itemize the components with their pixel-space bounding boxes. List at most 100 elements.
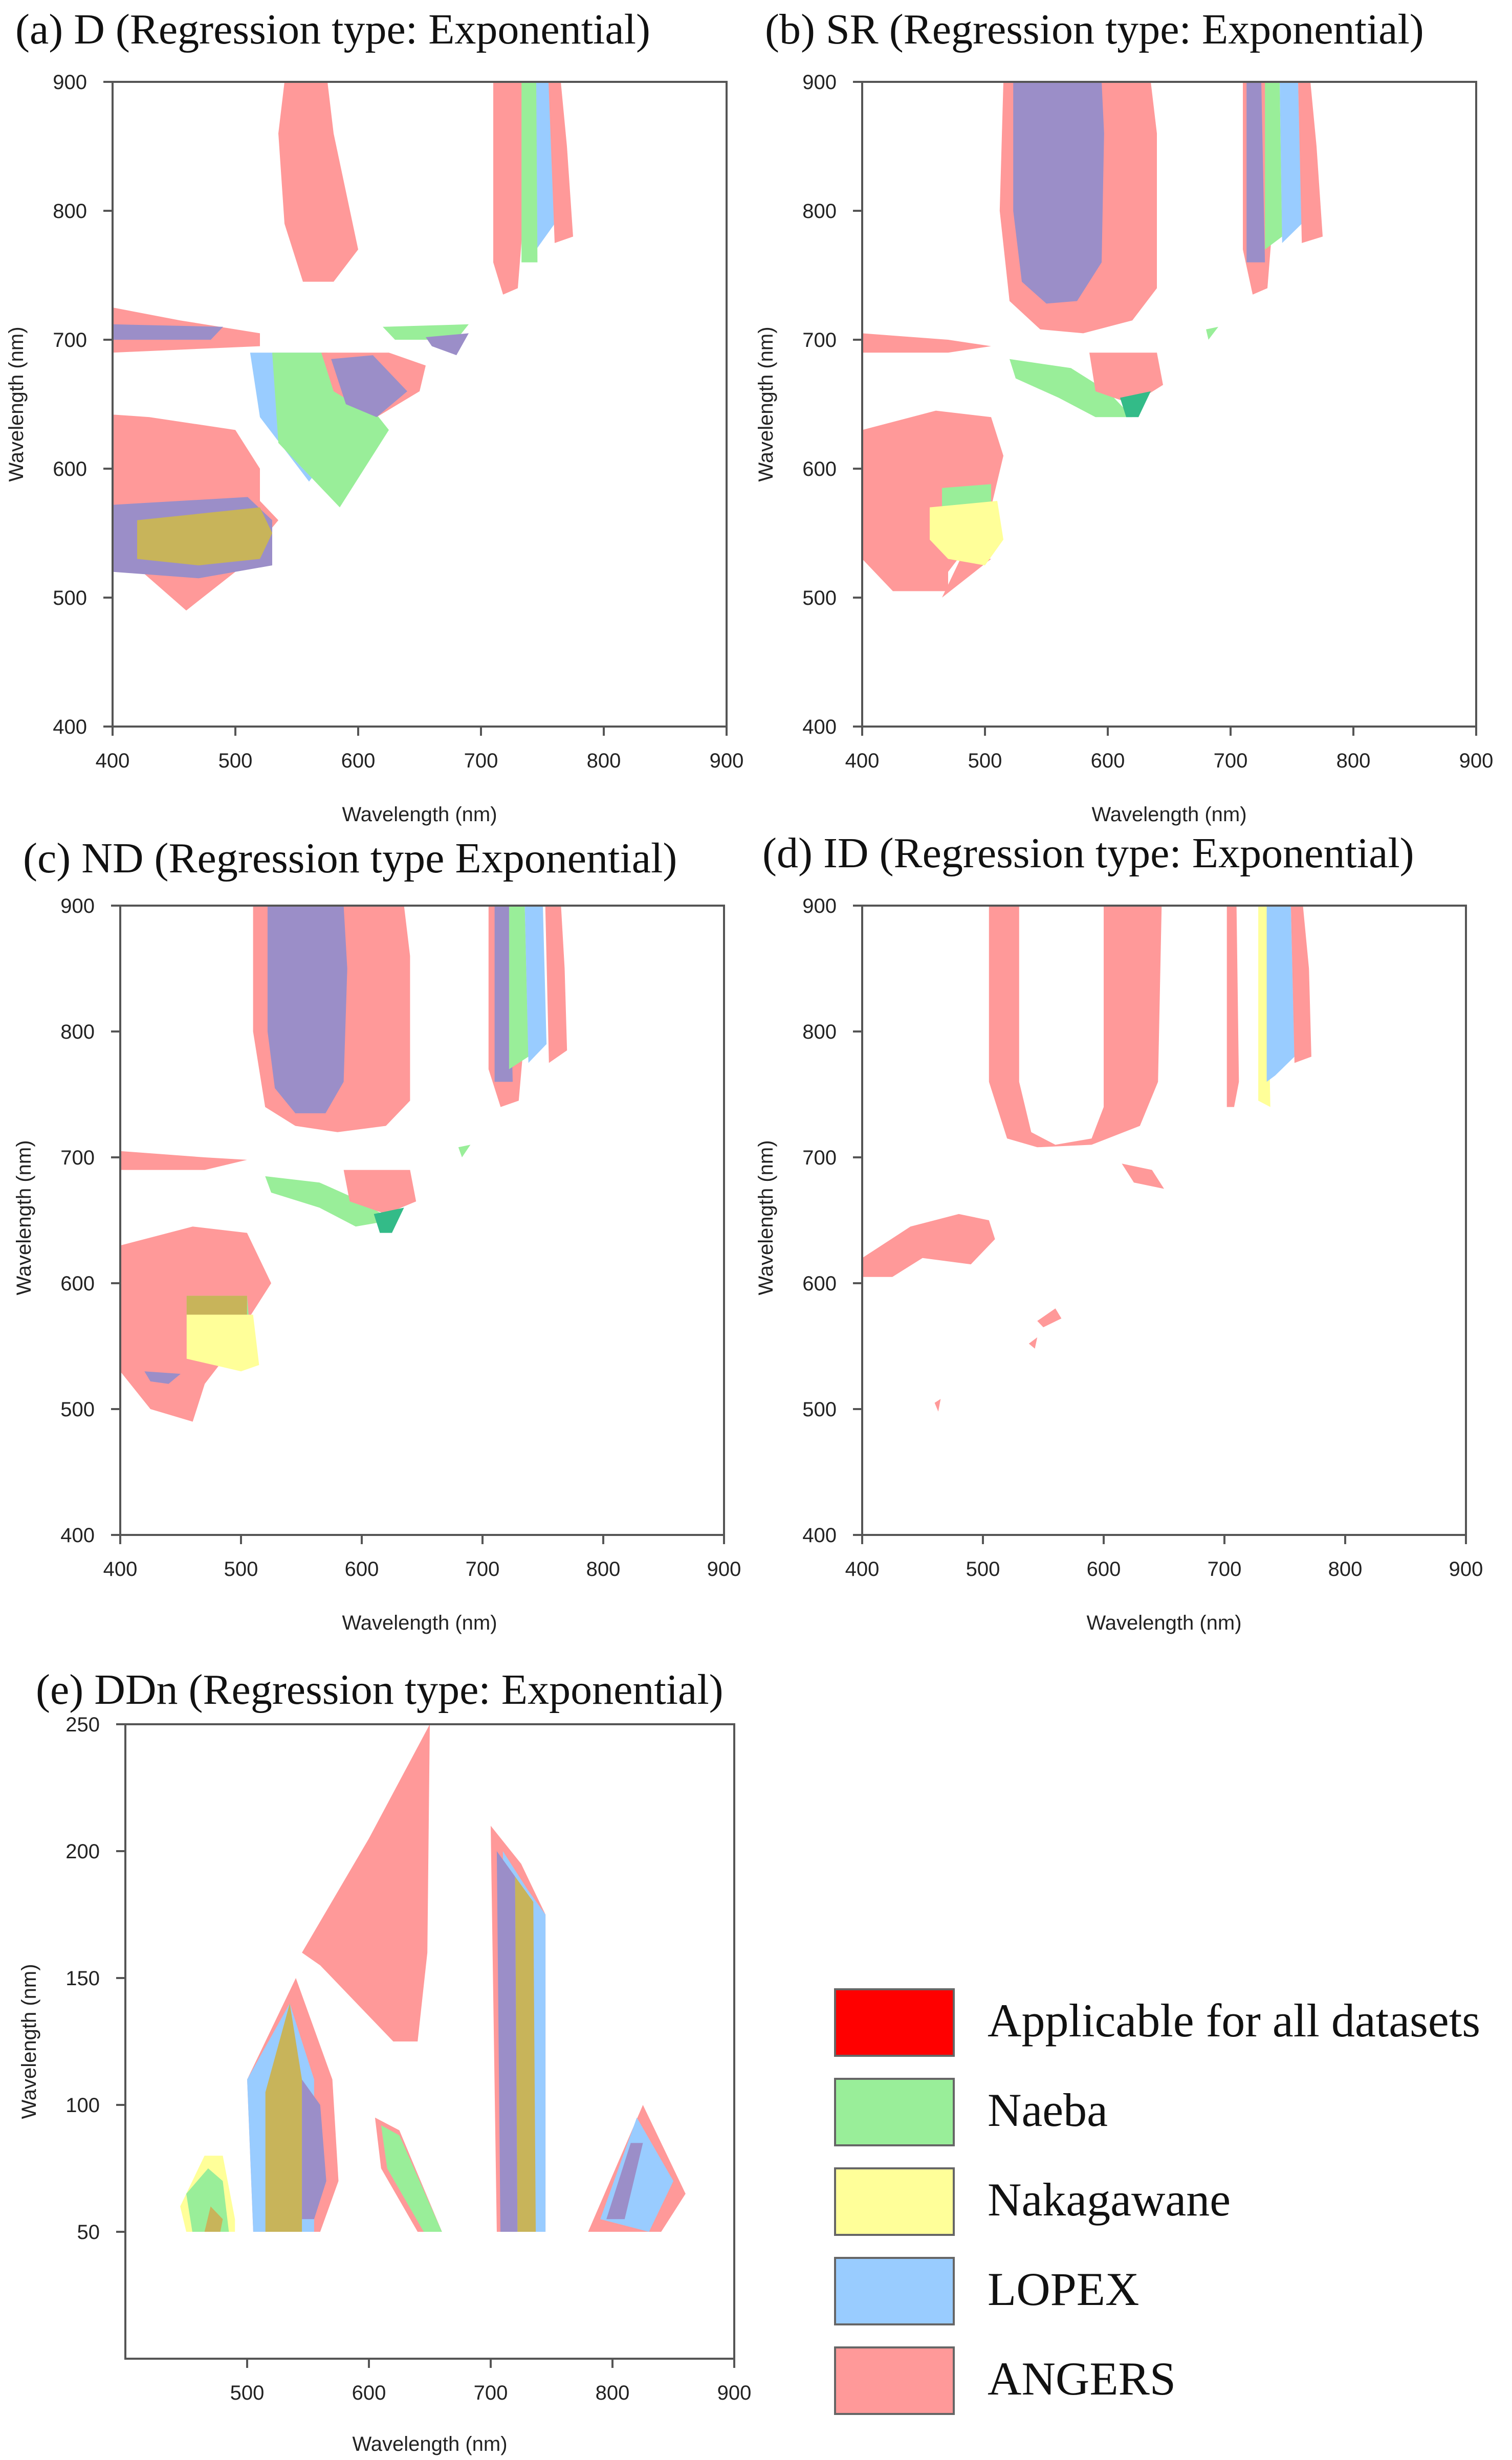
panel-b-region-angers-6 [1298, 82, 1323, 243]
panel-b-region-naeba-9 [1010, 359, 1132, 418]
legend-entry-naeba: Naeba [834, 2078, 1108, 2146]
panel-b-xtick-label: 400 [845, 750, 880, 772]
panel-a-region-angers-0 [278, 82, 358, 282]
panel-d-xtick-label: 500 [966, 1558, 1000, 1580]
panel-b-ytick-label: 700 [802, 329, 837, 352]
panel-d-regions [862, 906, 1311, 1412]
panel-a-region-angers-4 [549, 82, 573, 243]
panel-c-xtick-label: 400 [103, 1558, 138, 1580]
panel-b-xlabel: Wavelength (nm) [1091, 803, 1246, 826]
panel-c-title: (c) ND (Regression type Exponential) [23, 834, 677, 882]
panel-a-title: (a) D (Regression type: Exponential) [15, 6, 650, 53]
panel-b-ytick-label: 500 [802, 587, 837, 609]
panel-b-xtick-label: 600 [1091, 750, 1125, 772]
legend-swatch-nakagawane [834, 2167, 955, 2236]
legend-entry-angers: ANGERS [834, 2346, 1176, 2415]
panel-c-regions [120, 906, 567, 1422]
legend-label-all: Applicable for all datasets [988, 1994, 1480, 2047]
panel-b-region-overlap_purple-3 [1246, 82, 1265, 262]
legend-swatch-angers [834, 2346, 955, 2415]
panel-d-xlabel: Wavelength (nm) [1086, 1612, 1241, 1634]
panel-b-xtick-label: 700 [1214, 750, 1248, 772]
panel-e-ytick-label: 100 [65, 2094, 100, 2117]
panel-c-region-overlap_purple-16 [144, 1371, 181, 1384]
panel-a-xtick-label: 900 [710, 750, 744, 772]
panel-d-title: (d) ID (Regression type: Exponential) [762, 829, 1414, 877]
panel-d-ytick-label: 500 [802, 1398, 837, 1421]
panel-b-regions [862, 82, 1323, 598]
panel-a-ytick-label: 900 [53, 71, 87, 94]
panel-d-region-angers-8 [1028, 1337, 1038, 1349]
panel-b-region-naeba-4 [1265, 82, 1282, 250]
panel-b-region-naeba-8 [1206, 326, 1218, 340]
panel-d-ylabel: Wavelength (nm) [755, 1140, 777, 1295]
panel-b: (b) SR (Regression type: Exponential) 40… [755, 6, 1493, 826]
panel-d-region-angers-5 [1122, 1163, 1164, 1189]
panel-b-region-nakagawane-15 [930, 501, 1003, 565]
panel-a-xtick-label: 600 [341, 750, 376, 772]
panel-e-region-overlap_purple-4 [302, 2079, 326, 2220]
legend-swatch-lopex [834, 2257, 955, 2325]
panel-e-region-angers-0 [302, 1724, 430, 2041]
panel-e-ytick-label: 150 [65, 1967, 100, 1990]
panel-c-frame [119, 905, 725, 1536]
legend-swatch-all [834, 1988, 955, 2057]
panel-b-region-angers-12 [862, 410, 1003, 591]
panel-c-ticks: 400 500 600 700 800 900 400 500 600 700 800 900 [60, 895, 741, 1580]
panel-c-region-overlap_teal-11 [374, 1207, 404, 1233]
panel-e-ytick-label: 200 [65, 1840, 100, 1863]
legend-label-lopex: LOPEX [988, 2263, 1139, 2315]
panel-c-xtick-label: 800 [586, 1558, 621, 1580]
panel-c-region-angers-7 [120, 1151, 247, 1170]
panel-e-xtick-label: 700 [474, 2382, 508, 2404]
panel-d-region-angers-9 [934, 1399, 941, 1412]
panel-c-region-naeba-9 [265, 1176, 392, 1227]
panel-e-region-overlap_purple-12 [496, 1851, 518, 2232]
panel-d-ticks: 400 500 600 700 800 900 400 500 600 700 800 900 [802, 895, 1483, 1580]
panel-a-ylabel: Wavelength (nm) [5, 326, 28, 481]
panel-b-title: (b) SR (Regression type: Exponential) [765, 6, 1424, 53]
panel-e-ytick-label: 50 [77, 2221, 100, 2244]
panel-d-xtick-label: 800 [1328, 1558, 1363, 1580]
panel-e: (e) DDn (Regression type: Exponential) 5… [18, 1666, 751, 2455]
panel-b-frame [861, 81, 1477, 728]
panel-b-region-naeba-14 [942, 484, 991, 508]
legend-label-nakagawane: Nakagawane [988, 2173, 1231, 2226]
panel-c-region-nakagawane-14 [186, 1314, 259, 1372]
panel-e-region-overlap_olive-3 [265, 2003, 302, 2232]
panel-b-xtick-label: 500 [968, 750, 1002, 772]
panel-d-region-angers-0 [989, 906, 1162, 1148]
panel-d-xtick-label: 900 [1449, 1558, 1483, 1580]
panel-a-ytick-label: 800 [53, 200, 87, 223]
panel-a-ytick-label: 600 [53, 458, 87, 480]
panel-e-region-naeba-9 [381, 2125, 442, 2232]
panel-c-region-naeba-8 [458, 1145, 471, 1157]
panel-a-region-overlap_purple-12 [331, 355, 407, 418]
panel-c-region-overlap_purple-3 [494, 906, 513, 1082]
panel-a-region-overlap_olive-15 [137, 507, 272, 565]
panel-c-ytick-label: 900 [60, 895, 95, 917]
panel-d-xtick-label: 700 [1208, 1558, 1242, 1580]
panel-b-ytick-label: 400 [802, 716, 837, 738]
panel-c-ytick-label: 800 [60, 1021, 95, 1043]
panel-d: (d) ID (Regression type: Exponential) 40… [755, 829, 1483, 1634]
panel-c-ytick-label: 600 [60, 1272, 95, 1295]
panel-e-ylabel: Wavelength (nm) [18, 1964, 40, 2119]
panel-e-region-overlap_olive-7 [204, 2206, 223, 2232]
panel-b-region-overlap_purple-1 [1013, 82, 1104, 304]
panel-c-ytick-label: 700 [60, 1147, 95, 1169]
panel-a-xtick-label: 500 [218, 750, 253, 772]
panel-e-ytick-label: 250 [65, 1714, 100, 1736]
panel-b-ytick-label: 800 [802, 200, 837, 223]
panel-b-ytick-label: 600 [802, 458, 837, 480]
panel-e-xtick-label: 800 [596, 2382, 630, 2404]
panel-c-ytick-label: 400 [60, 1524, 95, 1547]
panel-b-ticks: 400 500 600 700 800 900 400 500 600 700 800 900 [802, 71, 1493, 772]
panel-a-xtick-label: 400 [96, 750, 130, 772]
panel-b-xtick-label: 800 [1336, 750, 1371, 772]
panel-d-ytick-label: 700 [802, 1147, 837, 1169]
legend-entry-lopex: LOPEX [834, 2257, 1139, 2325]
legend-entry-nakagawane: Nakagawane [834, 2167, 1231, 2236]
legend-swatch-naeba [834, 2078, 955, 2146]
panel-a: (a) D (Regression type: Exponential) 400… [5, 6, 743, 826]
